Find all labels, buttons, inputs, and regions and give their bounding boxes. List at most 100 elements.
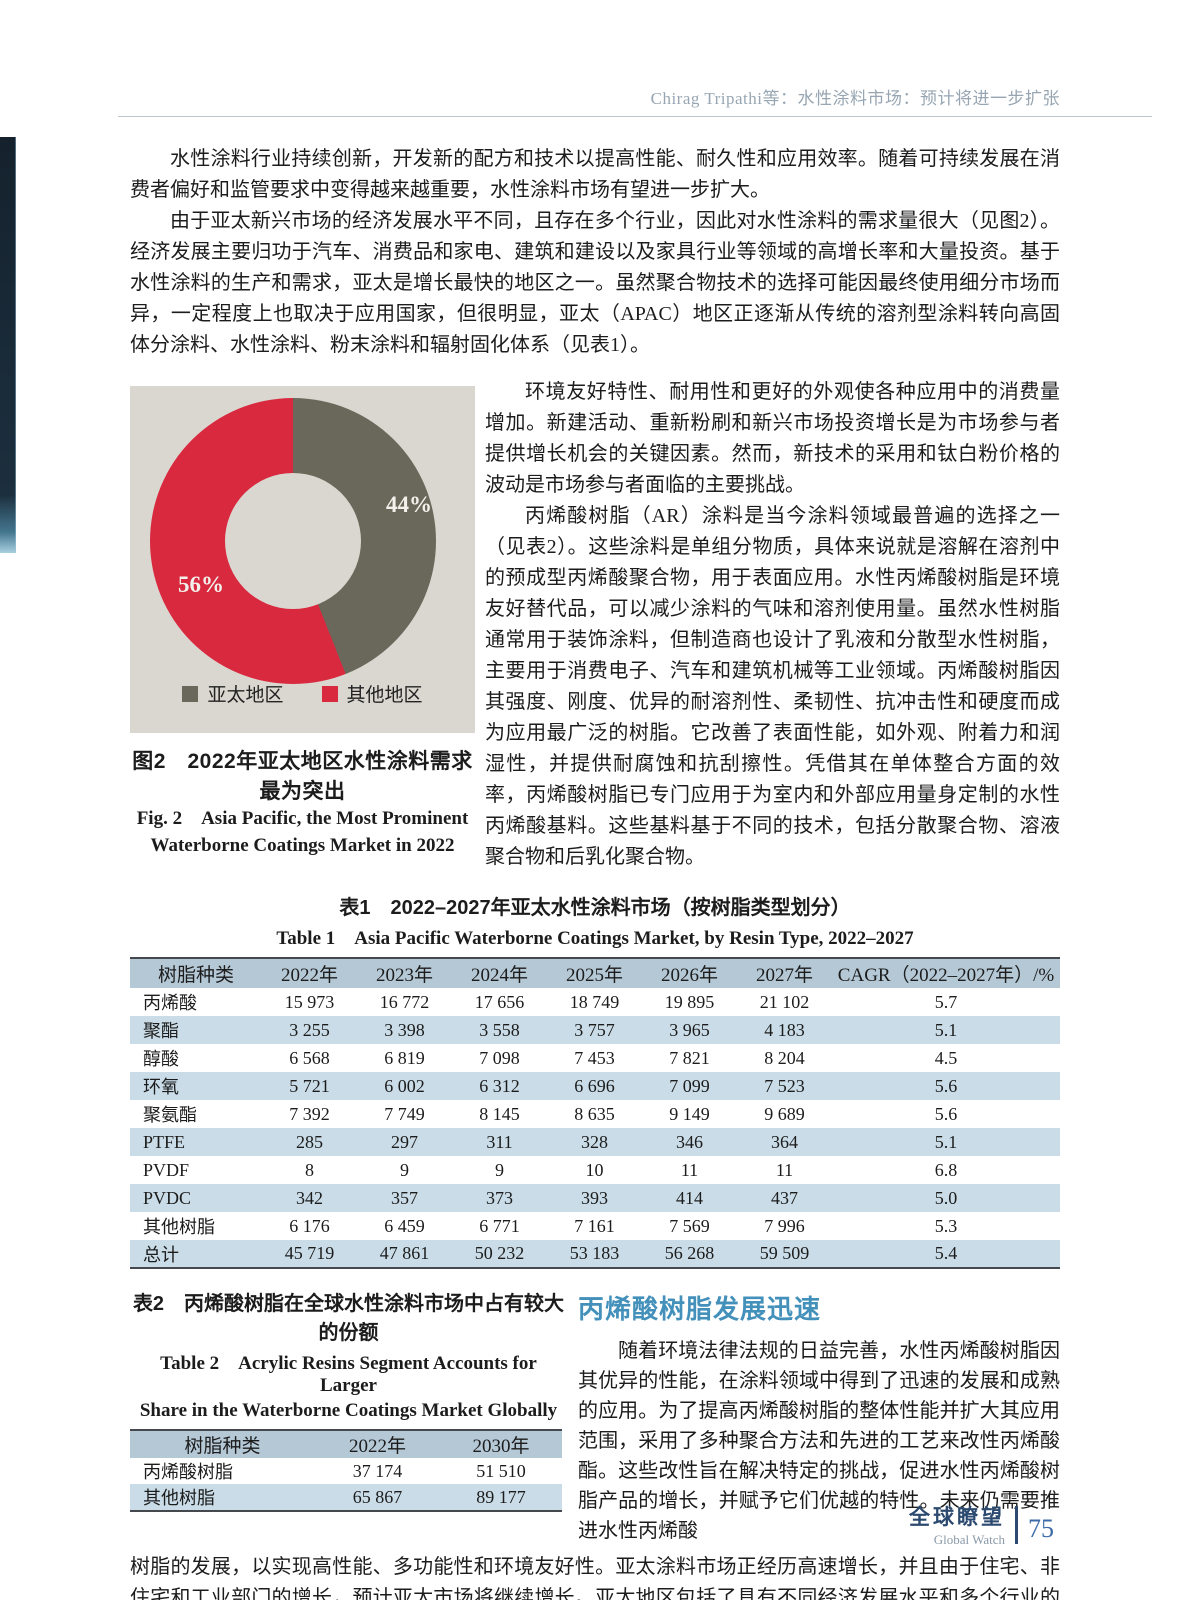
legend-label: 其他地区 (346, 685, 423, 706)
table-cell-cagr: 4.5 (934, 1047, 958, 1068)
table-2-block: 表2 丙烯酸树脂在全球水性涂料市场中占有较大的份额 Table 2 Acryli… (130, 1283, 567, 1546)
table-cell: 285 (296, 1131, 323, 1152)
table-cell: 21 102 (759, 991, 810, 1012)
table-cell-resin-type: 聚氨酯 (143, 1105, 197, 1125)
table-cell: 357 (391, 1187, 418, 1208)
table-cell: 7 099 (669, 1075, 710, 1096)
journal-name: 全球瞭望 Global Watch (909, 1501, 1005, 1548)
table-cell-resin-type: 丙烯酸 (143, 993, 197, 1013)
table-header-cell: CAGR（2022–2027年）/% (837, 965, 1055, 986)
table-cell: 6 459 (384, 1215, 425, 1236)
table-row: 其他树脂 6 176 6 459 6 771 7 161 7 569 7 996… (130, 1212, 1060, 1240)
table-cell: 7 569 (669, 1215, 710, 1236)
table-cell: 50 232 (474, 1243, 525, 1263)
table-1-head: 树脂种类 2022年 2023年 2024年 2025年 2026年 2027年 CAGR（2… (130, 958, 1060, 988)
table-header-cell: 2023年 (375, 965, 433, 986)
table-row: 醇酸 6 568 6 819 7 098 7 453 7 821 8 204 4… (130, 1044, 1060, 1072)
paragraph-1: 水性涂料行业持续创新，开发新的配方和技术以提高性能、耐久性和应用效率。随着可持续… (130, 148, 1060, 201)
header-rule (118, 116, 1152, 117)
table-row: 总计 45 719 47 861 50 232 53 183 56 268 59… (130, 1240, 1060, 1268)
table-1-title-en: Table 1 Asia Pacific Waterborne Coatings… (276, 928, 914, 949)
page-footer: 全球瞭望 Global Watch 75 (909, 1501, 1054, 1548)
table-cell: 8 145 (479, 1103, 520, 1124)
table-cell: 3 558 (479, 1019, 520, 1040)
table-cell: 414 (676, 1187, 703, 1208)
table-cell: 5 721 (289, 1075, 330, 1096)
table-header-cell: 2027年 (755, 965, 813, 986)
table-1-body: 丙烯酸 15 973 16 772 17 656 18 749 19 895 2… (130, 988, 1060, 1268)
table-cell: 297 (391, 1131, 418, 1152)
table-cell: 7 996 (764, 1215, 805, 1236)
journal-name-en: Global Watch (933, 1532, 1005, 1547)
table-cell-resin-type: 其他树脂 (143, 1488, 215, 1508)
section-heading: 丙烯酸树脂发展迅速 (578, 1294, 822, 1324)
figure-and-text-row: 44% 56% 亚太地区 其他地区 图2 2022年亚太地区 (130, 377, 1060, 873)
page-number: 75 (1028, 1513, 1054, 1543)
table-cell-resin-type: 丙烯酸树脂 (143, 1462, 233, 1482)
donut-chart (150, 398, 436, 684)
table-cell: 18 749 (569, 991, 620, 1012)
table-cell: 6 176 (289, 1215, 330, 1236)
table-cell: 59 509 (759, 1243, 810, 1263)
table-cell: 6 568 (289, 1047, 330, 1068)
table-cell: 7 161 (574, 1215, 615, 1236)
table-cell: 9 149 (669, 1103, 710, 1124)
table-header-cell: 2025年 (565, 965, 623, 986)
table-cell: 311 (486, 1131, 513, 1152)
table-row: PTFE 285 297 311 328 346 364 5.1 (130, 1128, 1060, 1156)
legend-item-other-regions: 其他地区 (321, 680, 423, 707)
figure-caption-en-line1: Fig. 2 Asia Pacific, the Most Prominent (136, 808, 469, 829)
table-1-title-zh: 表1 2022–2027年亚太水性涂料市场（按树脂类型划分） (339, 897, 851, 919)
table-cell-cagr: 5.0 (934, 1187, 958, 1208)
left-edge-decorative-bar (0, 137, 16, 553)
table-cell: 328 (581, 1131, 608, 1152)
running-head: Chirag Tripathi等：水性涂料市场：预计将进一步扩张 (650, 89, 1060, 108)
table-cell-resin-type: 醇酸 (143, 1049, 179, 1069)
table-cell: 9 (400, 1159, 409, 1180)
table-cell: 6 312 (479, 1075, 520, 1096)
table-cell: 3 965 (669, 1019, 710, 1040)
table-row: PVDF 8 9 9 10 11 11 6.8 (130, 1156, 1060, 1184)
table-cell: 15 973 (284, 991, 335, 1012)
legend-swatch-gray-icon (182, 685, 199, 702)
table-cell: 3 398 (384, 1019, 425, 1040)
paragraph-5: 随着环境法律法规的日益完善，水性丙烯酸树脂因其优异的性能，在涂料领域中得到了迅速… (578, 1340, 1060, 1542)
table-2-head: 树脂种类 2022年 2030年 (130, 1430, 562, 1458)
table-cell: 6 771 (479, 1215, 520, 1236)
footer-divider-bar (1015, 1505, 1018, 1544)
table-1: 树脂种类 2022年 2023年 2024年 2025年 2026年 2027年 CAGR（2… (130, 957, 1060, 1269)
table-cell: 6 819 (384, 1047, 425, 1068)
table-cell-cagr: 6.8 (934, 1159, 958, 1180)
chart-legend: 亚太地区 其他地区 (130, 680, 475, 707)
table-cell: 17 656 (474, 991, 525, 1012)
table-cell: 3 757 (574, 1019, 615, 1040)
table-header-cell: 2030年 (472, 1436, 530, 1457)
table-cell-cagr: 5.4 (934, 1243, 958, 1263)
table-cell: 8 635 (574, 1103, 615, 1124)
slice-label-asia-pacific: 44% (386, 492, 432, 517)
table-cell: 65 867 (352, 1486, 403, 1507)
table-cell-cagr: 5.1 (934, 1131, 958, 1152)
table-row: PVDC 342 357 373 393 414 437 5.0 (130, 1184, 1060, 1212)
table-2-title-en-line1: Table 2 Acrylic Resins Segment Accounts … (160, 1353, 537, 1396)
figure-2: 44% 56% 亚太地区 其他地区 图2 2022年亚太地区 (130, 377, 475, 873)
table-cell-resin-type: PTFE (143, 1131, 186, 1152)
table-cell: 4 183 (764, 1019, 805, 1040)
table-cell-resin-type: PVDF (143, 1159, 190, 1180)
table-cell: 51 510 (476, 1460, 526, 1481)
table-cell: 364 (771, 1131, 798, 1152)
legend-swatch-red-icon (321, 685, 338, 702)
slice-label-other-regions: 56% (178, 572, 224, 597)
table-cell: 8 204 (764, 1047, 805, 1068)
table-cell-cagr: 5.6 (934, 1103, 958, 1124)
table-cell: 11 (775, 1159, 794, 1180)
table-row: 聚酯 3 255 3 398 3 558 3 757 3 965 4 183 5… (130, 1016, 1060, 1044)
table-header-cell: 2022年 (280, 965, 338, 986)
table-cell-cagr: 5.1 (934, 1019, 958, 1040)
table-cell-cagr: 5.6 (934, 1075, 958, 1096)
table-row: 其他树脂 65 867 89 177 (130, 1484, 562, 1511)
table-cell: 6 002 (384, 1075, 425, 1096)
figure-caption-zh: 图2 2022年亚太地区水性涂料需求最为突出 (132, 750, 473, 803)
